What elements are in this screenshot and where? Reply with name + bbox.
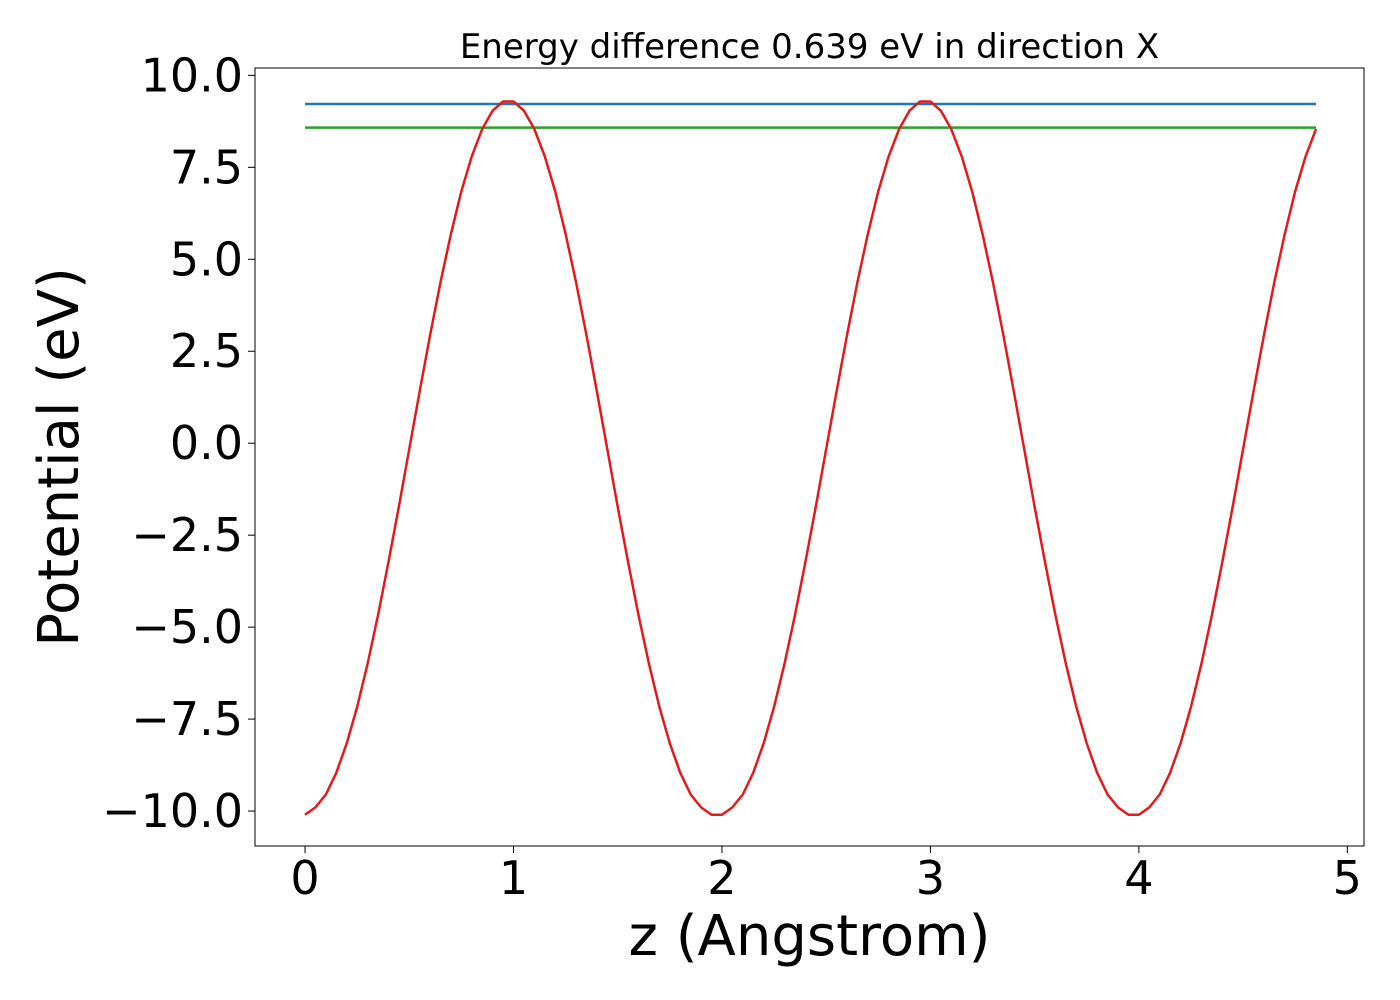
x-axis-ticks: 0 1 2 3 4 5 [290, 846, 1362, 905]
x-tick-label: 2 [707, 851, 736, 905]
x-tick-label: 1 [499, 851, 528, 905]
y-axis-label: Potential (eV) [27, 267, 92, 647]
chart-title: Energy difference 0.639 eV in direction … [460, 27, 1159, 67]
y-tick-label: 5.0 [170, 232, 243, 286]
series-layer [304, 100, 1318, 816]
y-axis-ticks: 10.0 7.5 5.0 2.5 0.0 −2.5 −5.0 −7.5 −10.0 [102, 48, 255, 838]
series-line-3 [304, 100, 1318, 816]
y-tick-label: −7.5 [131, 692, 243, 746]
y-tick-label: 0.0 [170, 416, 243, 470]
x-tick-label: 4 [1124, 851, 1153, 905]
plot-frame [254, 67, 1365, 847]
y-tick-label: −2.5 [131, 508, 243, 562]
y-tick-label: −10.0 [102, 784, 243, 838]
y-tick-label: −5.0 [131, 600, 243, 654]
y-tick-label: 7.5 [170, 140, 243, 194]
x-tick-label: 5 [1333, 851, 1362, 905]
x-tick-label: 0 [290, 851, 319, 905]
y-tick-label: 2.5 [170, 324, 243, 378]
x-tick-label: 3 [916, 851, 945, 905]
x-axis-label: z (Angstrom) [629, 904, 991, 969]
y-tick-label: 10.0 [141, 48, 243, 102]
